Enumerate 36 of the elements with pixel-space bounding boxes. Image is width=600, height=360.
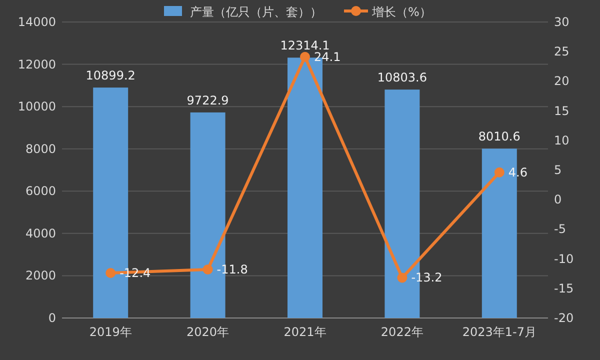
data-label: 9722.9 — [186, 93, 229, 108]
y2-tick-label: 30 — [554, 15, 570, 29]
y-tick-label: 12000 — [18, 57, 56, 72]
point — [202, 264, 213, 274]
y2-tick-label: 15 — [554, 104, 570, 118]
x-tick-label: 2020年 — [186, 325, 230, 339]
y-tick-label: 0 — [48, 311, 56, 325]
y2-tick-label: 20 — [554, 74, 570, 88]
y-tick-label: 10000 — [18, 100, 56, 114]
x-tick-label: 2022年 — [380, 325, 424, 339]
x-tick-label: 2019年 — [89, 325, 132, 339]
data-label: 8010.6 — [478, 130, 520, 144]
data-label: -12.4 — [120, 266, 151, 280]
x-tick-label: 2021年 — [284, 325, 326, 339]
y2-tick-label: -10 — [554, 252, 574, 266]
legend-label: 产量（亿只（片、套）） — [190, 5, 322, 19]
y-tick-label: 14000 — [18, 15, 56, 29]
y2-tick-label: 0 — [554, 192, 562, 207]
y2-tick-label: 25 — [554, 44, 570, 59]
y-tick-label: 2000 — [25, 268, 56, 283]
y2-tick-label: -15 — [554, 281, 574, 296]
y2-tick-label: 5 — [554, 163, 562, 177]
point — [397, 272, 408, 283]
legend-label: 增长（%） — [371, 5, 432, 19]
data-label: 10899.2 — [86, 68, 136, 83]
data-label: 10803.6 — [377, 70, 428, 85]
x-tick-label: 2023年1-7月 — [462, 325, 536, 339]
y2-tick-label: -5 — [554, 222, 566, 236]
point — [106, 268, 116, 278]
y-tick-label: 4000 — [25, 226, 56, 240]
y-tick-label: 6000 — [25, 184, 56, 198]
point — [494, 167, 504, 178]
y2-tick-label: -20 — [554, 311, 574, 325]
y-tick-label: 8000 — [25, 142, 56, 156]
y2-tick-label: 10 — [554, 133, 570, 148]
point — [300, 52, 310, 62]
